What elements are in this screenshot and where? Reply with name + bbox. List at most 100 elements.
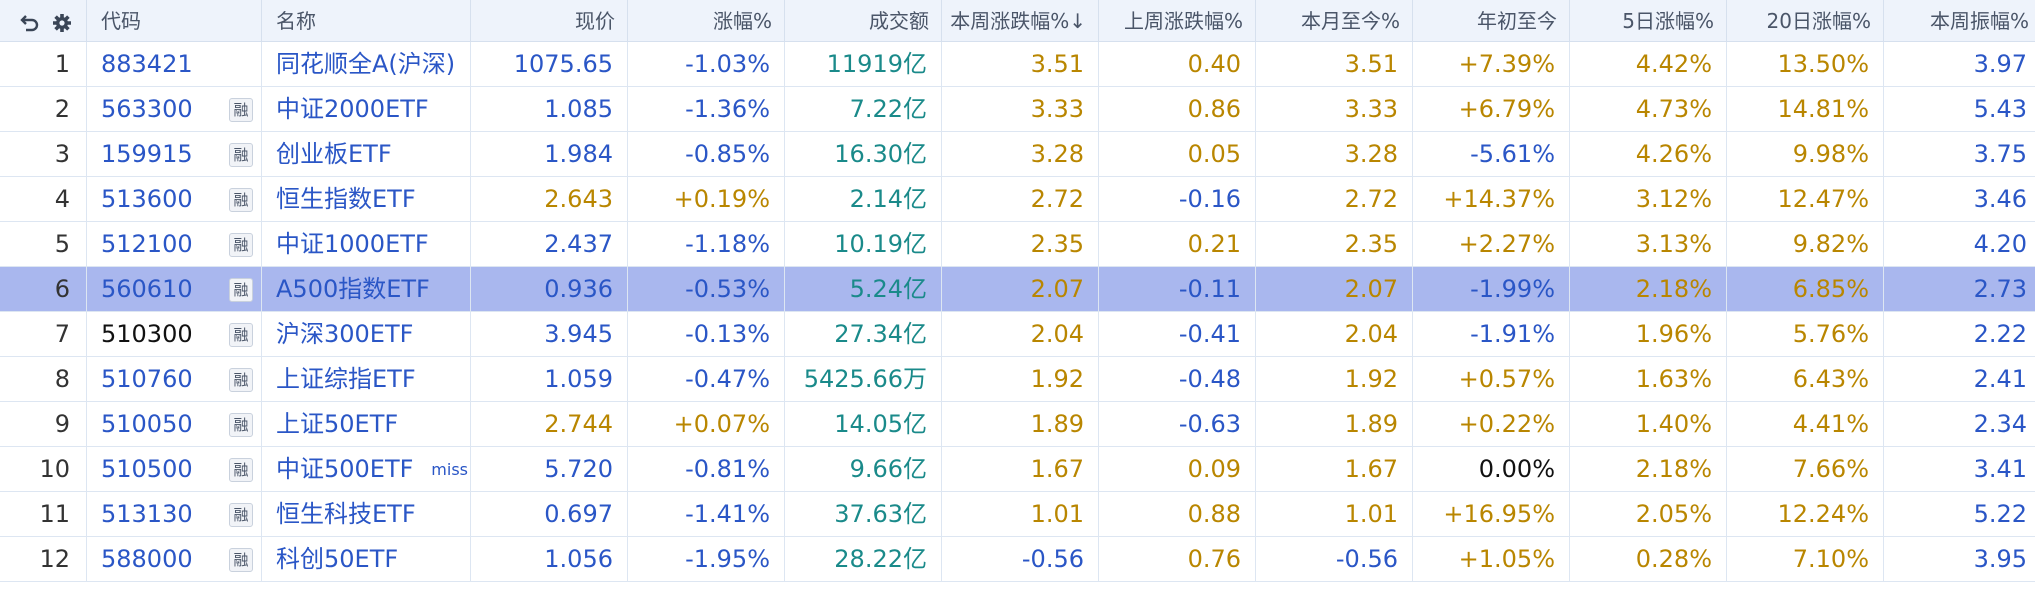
code-text[interactable]: 563300 <box>101 95 193 123</box>
code-text[interactable]: 510500 <box>101 455 193 483</box>
row-amount: 28.22亿 <box>785 537 942 582</box>
row-code[interactable]: 588000 融 <box>87 537 262 582</box>
row-week-amplitude: 3.46 <box>1884 177 2035 222</box>
margin-trading-badge: 融 <box>229 413 253 437</box>
row-index[interactable]: 12 <box>0 537 87 582</box>
col-header-name[interactable]: 名称 <box>262 0 471 42</box>
col-header-last-week-change[interactable]: 上周涨跌幅% <box>1099 0 1256 42</box>
name-text[interactable]: A500指数ETF <box>276 275 430 303</box>
row-index[interactable]: 8 <box>0 357 87 402</box>
row-index[interactable]: 7 <box>0 312 87 357</box>
col-header-week-amplitude[interactable]: 本周振幅% <box>1884 0 2035 42</box>
gear-icon[interactable] <box>52 9 72 33</box>
name-text[interactable]: 中证500ETF <box>276 455 414 483</box>
code-text[interactable]: 159915 <box>101 140 193 168</box>
name-text[interactable]: 中证2000ETF <box>276 95 429 123</box>
row-code[interactable]: 563300 融 <box>87 87 262 132</box>
name-text[interactable]: 中证1000ETF <box>276 230 429 258</box>
code-text[interactable]: 512100 <box>101 230 193 258</box>
row-code[interactable]: 510050 融 <box>87 402 262 447</box>
code-text[interactable]: 588000 <box>101 545 193 573</box>
code-text[interactable]: 510050 <box>101 410 193 438</box>
row-code[interactable]: 510760 融 <box>87 357 262 402</box>
row-name[interactable]: 中证2000ETF <box>262 87 471 132</box>
row-code[interactable]: 510300 融 <box>87 312 262 357</box>
code-text[interactable]: 513600 <box>101 185 193 213</box>
row-index[interactable]: 9 <box>0 402 87 447</box>
row-code[interactable]: 510500 融 <box>87 447 262 492</box>
row-week-change: 1.67 <box>942 447 1099 492</box>
col-header-5d-change[interactable]: 5日涨幅% <box>1570 0 1727 42</box>
row-code[interactable]: 513130 融 <box>87 492 262 537</box>
row-mtd: 2.35 <box>1256 222 1413 267</box>
undo-icon[interactable] <box>20 9 46 33</box>
row-week-change: 2.35 <box>942 222 1099 267</box>
row-name[interactable]: 沪深300ETF <box>262 312 471 357</box>
row-20d-change: 9.82% <box>1727 222 1884 267</box>
row-amount: 9.66亿 <box>785 447 942 492</box>
row-name[interactable]: 同花顺全A(沪深) <box>262 42 471 87</box>
col-header-amount[interactable]: 成交额 <box>785 0 942 42</box>
name-text[interactable]: 沪深300ETF <box>276 320 414 348</box>
name-text[interactable]: 同花顺全A(沪深) <box>276 50 456 78</box>
row-week-change: 2.07 <box>942 267 1099 312</box>
row-name[interactable]: A500指数ETF <box>262 267 471 312</box>
code-text[interactable]: 560610 <box>101 275 193 303</box>
row-name[interactable]: 上证综指ETF <box>262 357 471 402</box>
col-header-20d-change[interactable]: 20日涨幅% <box>1727 0 1884 42</box>
name-text[interactable]: 上证50ETF <box>276 410 399 438</box>
row-code[interactable]: 513600 融 <box>87 177 262 222</box>
col-header-code[interactable]: 代码 <box>87 0 262 42</box>
code-text[interactable]: 510300 <box>101 320 193 348</box>
col-header-mtd[interactable]: 本月至今% <box>1256 0 1413 42</box>
row-last-week-change: -0.11 <box>1099 267 1256 312</box>
name-text[interactable]: 恒生科技ETF <box>276 500 416 528</box>
row-index[interactable]: 6 <box>0 267 87 312</box>
row-week-amplitude: 2.34 <box>1884 402 2035 447</box>
row-code[interactable]: 883421 <box>87 42 262 87</box>
col-header-ytd[interactable]: 年初至今 <box>1413 0 1570 42</box>
name-text[interactable]: 恒生指数ETF <box>276 185 416 213</box>
row-index[interactable]: 10 <box>0 447 87 492</box>
row-name[interactable]: 中证500ETF miss <box>262 447 471 492</box>
row-code[interactable]: 159915 融 <box>87 132 262 177</box>
row-ytd: +0.22% <box>1413 402 1570 447</box>
row-change-pct: +0.19% <box>628 177 785 222</box>
row-name[interactable]: 恒生科技ETF <box>262 492 471 537</box>
row-week-amplitude: 4.20 <box>1884 222 2035 267</box>
name-text[interactable]: 科创50ETF <box>276 545 399 573</box>
row-name[interactable]: 上证50ETF <box>262 402 471 447</box>
row-name[interactable]: 中证1000ETF <box>262 222 471 267</box>
code-text[interactable]: 510760 <box>101 365 193 393</box>
col-header-price[interactable]: 现价 <box>471 0 628 42</box>
row-last-week-change: -0.48 <box>1099 357 1256 402</box>
margin-trading-badge: 融 <box>229 368 253 392</box>
code-text[interactable]: 513130 <box>101 500 193 528</box>
name-text[interactable]: 创业板ETF <box>276 140 392 168</box>
row-name[interactable]: 创业板ETF <box>262 132 471 177</box>
row-index[interactable]: 5 <box>0 222 87 267</box>
row-5d-change: 2.18% <box>1570 267 1727 312</box>
row-index[interactable]: 3 <box>0 132 87 177</box>
row-name[interactable]: 恒生指数ETF <box>262 177 471 222</box>
row-price: 1075.65 <box>471 42 628 87</box>
row-code[interactable]: 512100 融 <box>87 222 262 267</box>
col-header-week-change[interactable]: 本周涨跌幅%↓ <box>942 0 1099 42</box>
code-text[interactable]: 883421 <box>101 50 193 78</box>
row-ytd: +6.79% <box>1413 87 1570 132</box>
row-index[interactable]: 4 <box>0 177 87 222</box>
name-text[interactable]: 上证综指ETF <box>276 365 416 393</box>
row-index[interactable]: 1 <box>0 42 87 87</box>
row-name[interactable]: 科创50ETF <box>262 537 471 582</box>
row-code[interactable]: 560610 融 <box>87 267 262 312</box>
col-header-change-pct[interactable]: 涨幅% <box>628 0 785 42</box>
row-ytd: +16.95% <box>1413 492 1570 537</box>
row-last-week-change: 0.76 <box>1099 537 1256 582</box>
row-mtd: 2.04 <box>1256 312 1413 357</box>
row-week-amplitude: 3.95 <box>1884 537 2035 582</box>
row-week-amplitude: 3.41 <box>1884 447 2035 492</box>
row-index[interactable]: 2 <box>0 87 87 132</box>
row-index[interactable]: 11 <box>0 492 87 537</box>
row-week-amplitude: 5.43 <box>1884 87 2035 132</box>
header-tools <box>0 0 87 42</box>
